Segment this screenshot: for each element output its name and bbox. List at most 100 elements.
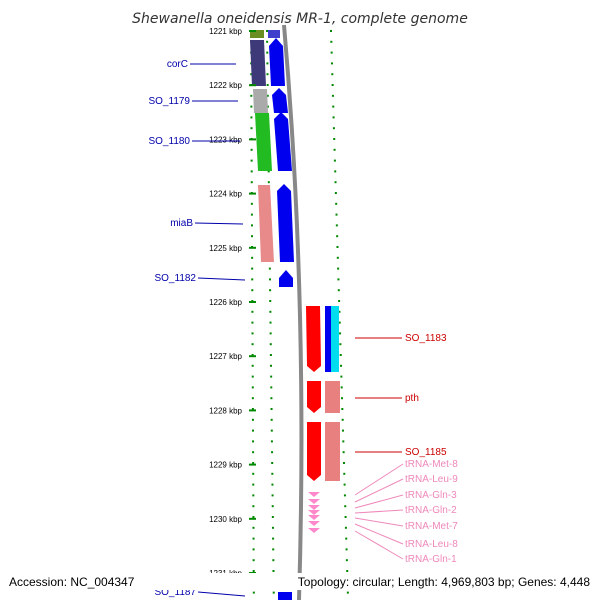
trna-label[interactable]: tRNA-Gln-3 — [405, 490, 457, 501]
tick-dot-left — [252, 451, 255, 454]
tick-dot-right — [340, 364, 343, 367]
trna-marker[interactable] — [308, 521, 320, 526]
tick-dot-left — [251, 364, 254, 367]
gene-bar-top-blue[interactable] — [268, 30, 280, 38]
gene-bar-top-olive[interactable] — [250, 30, 264, 38]
tick-dot-left — [252, 516, 255, 518]
tick-dot-middle — [269, 332, 272, 335]
tick-dot-right — [344, 516, 347, 518]
tick-dot-middle — [266, 62, 269, 65]
tick-dot-right — [339, 354, 342, 356]
tick-dot-middle — [271, 505, 274, 508]
tick-dot-right — [345, 559, 348, 562]
gene-track-left — [250, 30, 294, 600]
tick-dot-left — [251, 343, 254, 346]
tick-dot-left — [251, 397, 254, 400]
tick-dot-right — [339, 332, 342, 335]
gene-bar-so1185-red[interactable] — [307, 422, 321, 481]
gene-bar-so1179-arrow[interactable] — [272, 88, 288, 113]
trna-marker[interactable] — [308, 499, 320, 504]
gene-bar-miab-arrow[interactable] — [277, 184, 294, 262]
gene-bar-miab-track1[interactable] — [258, 185, 274, 262]
scale-major-tick — [249, 463, 256, 466]
tick-dot-right — [343, 472, 346, 475]
trna-marker[interactable] — [308, 510, 320, 515]
gene-label-left[interactable]: corC — [167, 59, 188, 70]
gene-label-left[interactable]: SO_1180 — [148, 136, 190, 147]
tick-dot-middle — [270, 408, 273, 410]
trna-label[interactable]: tRNA-Gln-2 — [405, 505, 457, 516]
gene-label-right[interactable]: pth — [405, 393, 419, 404]
tick-dot-middle — [266, 105, 269, 108]
trna-label[interactable]: tRNA-Met-7 — [405, 521, 458, 532]
scale-labels: 1221 kbp 1222 kbp 1223 kbp 1224 kbp 1225 kbp… — [209, 27, 256, 578]
tick-dot-left — [252, 548, 255, 551]
tick-dot-middle — [268, 267, 271, 270]
scale-label: 1229 kbp — [209, 461, 242, 470]
gene-bar-pth-pink[interactable] — [325, 381, 340, 413]
trna-marker[interactable] — [308, 505, 320, 510]
gene-bar-bottom-blue[interactable] — [278, 592, 292, 600]
tick-dot-left — [250, 159, 253, 162]
gene-labels-left: corC SO_1179 SO_1180 miaB SO_1182 SO_1187 — [148, 59, 246, 598]
tick-dot-middle — [271, 516, 274, 518]
trna-marker[interactable] — [308, 492, 320, 497]
scale-label: 1227 kbp — [209, 352, 242, 361]
gene-label-left[interactable]: miaB — [170, 218, 193, 229]
trna-label[interactable]: tRNA-Leu-8 — [405, 539, 458, 550]
leader-line — [354, 478, 404, 503]
gene-label-left[interactable]: SO_1179 — [148, 96, 190, 107]
gene-bar-so1182-arrow[interactable] — [279, 270, 293, 287]
trna-label[interactable]: tRNA-Met-8 — [405, 459, 458, 470]
gene-label-left[interactable]: SO_1182 — [154, 273, 196, 284]
tick-dot-middle — [271, 451, 274, 454]
tick-dot-left — [250, 116, 253, 119]
gene-bar-so1183-blue[interactable] — [325, 306, 331, 372]
leader-line — [354, 509, 404, 514]
tick-dot-left — [250, 213, 253, 216]
leader-line — [354, 463, 404, 496]
gene-bar-so1179-track1[interactable] — [253, 89, 268, 113]
tick-dot-middle — [269, 289, 272, 292]
tick-dot-right — [340, 375, 343, 378]
tick-dot-right — [338, 321, 341, 324]
tick-dot-right — [333, 159, 336, 162]
gene-bar-pth-red[interactable] — [307, 381, 321, 413]
tick-column-right — [330, 30, 349, 594]
tick-dot-right — [331, 94, 334, 97]
trna-marker[interactable] — [308, 515, 320, 520]
gene-bar-so1180-track1[interactable] — [255, 113, 272, 171]
tick-dot-left — [251, 386, 254, 389]
gene-label-left[interactable]: SO_1187 — [154, 587, 196, 598]
tick-dot-middle — [269, 321, 272, 324]
scale-major-tick — [249, 409, 256, 412]
tick-dot-left — [252, 526, 255, 529]
gene-label-right[interactable]: SO_1183 — [405, 333, 447, 344]
gene-bar-so1183-cyan[interactable] — [331, 306, 339, 372]
gene-bar-so1180-arrow[interactable] — [274, 112, 292, 171]
gene-bar-so1185-pink[interactable] — [325, 422, 340, 481]
trna-label[interactable]: tRNA-Gln-1 — [405, 554, 457, 565]
gene-label-right[interactable]: SO_1185 — [405, 447, 447, 458]
tick-dot-right — [332, 116, 335, 119]
tick-dot-middle — [267, 170, 270, 173]
leader-line — [354, 494, 404, 509]
tick-dot-middle — [272, 591, 275, 594]
trna-label[interactable]: tRNA-Leu-9 — [405, 474, 458, 485]
tick-dot-right — [343, 483, 346, 486]
tick-dot-left — [251, 418, 254, 421]
trna-marker[interactable] — [308, 528, 320, 533]
gene-bar-corc-track1[interactable] — [250, 40, 266, 86]
tick-dot-right — [336, 235, 339, 238]
tick-dot-middle — [270, 375, 273, 378]
tick-dot-middle — [269, 343, 272, 346]
tick-dot-left — [250, 127, 253, 130]
scale-major-tick — [249, 138, 256, 141]
tick-dot-left — [250, 94, 253, 97]
tick-dot-middle — [271, 472, 274, 475]
tick-dot-left — [252, 440, 255, 443]
gene-bar-so1183-red[interactable] — [306, 306, 321, 372]
trna-markers — [308, 492, 320, 533]
gene-bar-corc-arrow[interactable] — [269, 38, 285, 86]
tick-dot-middle — [270, 429, 273, 432]
